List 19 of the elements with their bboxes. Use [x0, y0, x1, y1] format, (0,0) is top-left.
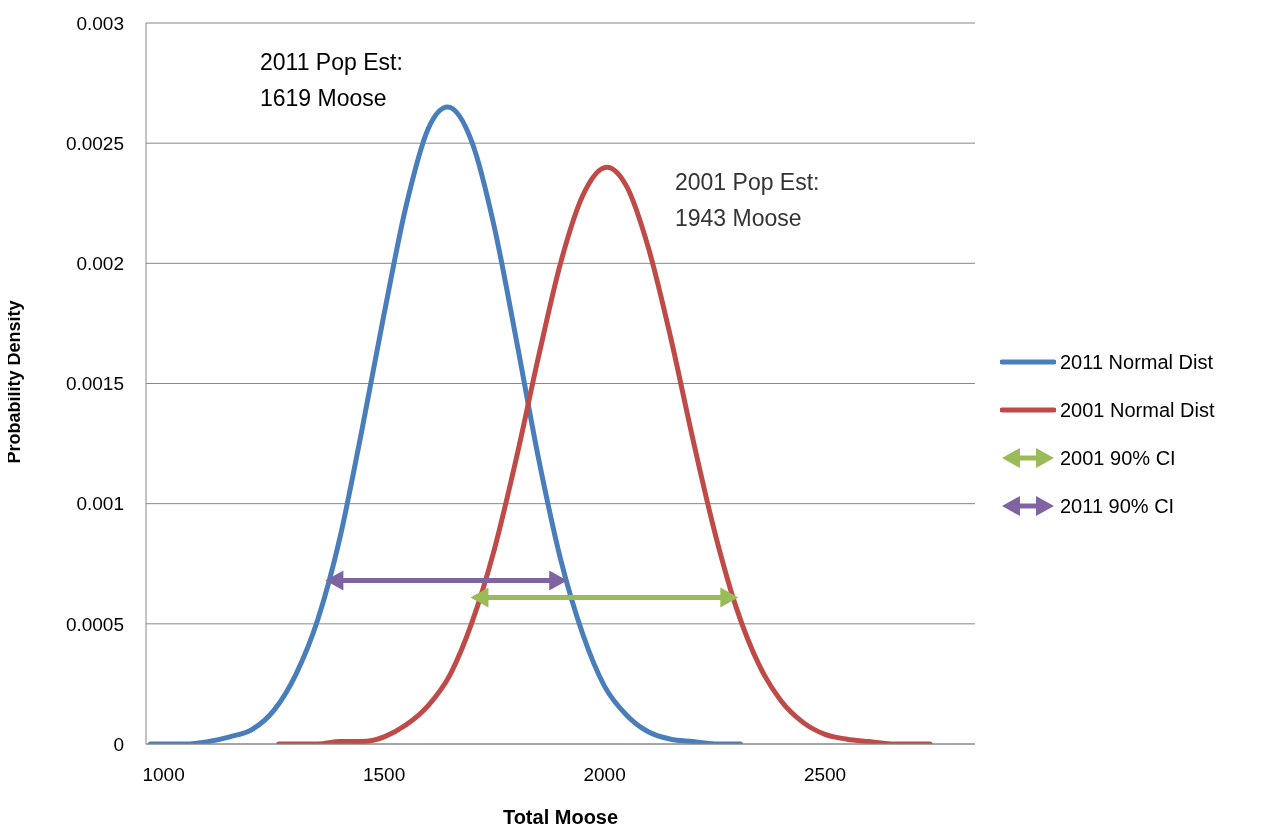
legend-label: 2001 Normal Dist: [1060, 398, 1215, 422]
y-tick-label: 0.0015: [65, 373, 124, 395]
legend-label: 2001 90% CI: [1060, 446, 1176, 470]
x-tick-label: 2000: [583, 764, 626, 786]
x-tick-label: 1500: [362, 764, 406, 786]
x-axis-title: Total Moose: [502, 806, 619, 828]
y-tick-label: 0: [113, 733, 124, 755]
y-axis-title: Probability Density: [4, 300, 25, 464]
annotation: 2001 Pop Est: 1943 Moose: [675, 168, 820, 233]
x-tick-label: 2500: [803, 764, 847, 786]
y-tick-label: 0.0025: [65, 132, 124, 154]
legend-label: 2011 Normal Dist: [1060, 350, 1214, 374]
legend-label: 2011 90% CI: [1060, 494, 1175, 518]
annotation: 2011 Pop Est: 1619 Moose: [260, 48, 403, 113]
y-tick-label: 0.001: [76, 493, 124, 515]
y-tick-label: 0.002: [76, 253, 124, 275]
x-tick-label: 1000: [142, 764, 185, 786]
y-tick-label: 0.003: [76, 12, 124, 34]
y-tick-label: 0.0005: [65, 613, 124, 635]
